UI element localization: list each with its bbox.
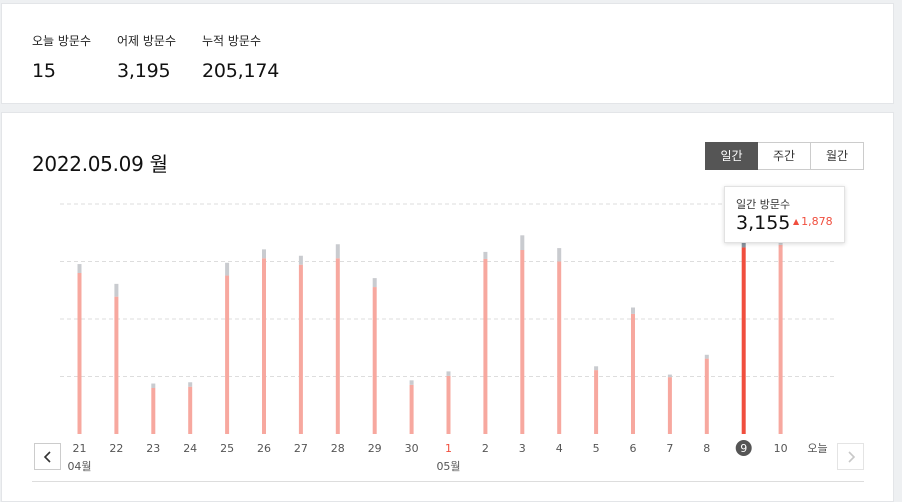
tick-label-28: 28: [331, 442, 345, 455]
bar-22: [114, 296, 119, 434]
tick-label-8: 8: [703, 442, 710, 455]
tick-label-3: 3: [519, 442, 526, 455]
tick-label-6: 6: [630, 442, 637, 455]
tick-label-27: 27: [294, 442, 308, 455]
tick-label-5: 5: [593, 442, 600, 455]
bar-cap-5: [594, 366, 599, 371]
tick-label-오늘: 오늘: [807, 442, 827, 455]
bar-5: [594, 370, 599, 434]
bar-cap-29: [372, 278, 377, 288]
tick-label-25: 25: [220, 442, 234, 455]
increase-arrow-icon: ▲: [793, 217, 800, 226]
bar-cap-21: [77, 264, 82, 273]
tab-monthly[interactable]: 월간: [811, 142, 864, 170]
today-visits: 오늘 방문수 15: [32, 32, 91, 82]
bar-24: [188, 386, 193, 434]
bar-30: [409, 384, 414, 434]
visit-chart-card: 2022.05.09 월 일간 주간 월간 21 22 23 24 25 26 27 28 29…: [1, 112, 894, 502]
total-visits-value: 205,174: [202, 60, 280, 82]
bar-8: [704, 358, 709, 434]
bar-cap-30: [409, 380, 414, 385]
bar-6: [631, 313, 635, 434]
tooltip-delta: ▲ 1,878: [793, 215, 833, 228]
tick-label-24: 24: [183, 442, 197, 455]
bar-2: [483, 258, 488, 434]
tick-label-21: 21: [73, 442, 87, 455]
bar-cap-26: [262, 249, 266, 259]
selected-date-title: 2022.05.09 월: [32, 152, 168, 176]
bar-cap-7: [667, 374, 672, 378]
yesterday-visits-value: 3,195: [117, 60, 171, 82]
today-visits-label: 오늘 방문수: [32, 34, 92, 48]
tick-label-2: 2: [482, 442, 489, 455]
tick-label-10: 10: [774, 442, 788, 455]
chevron-left-icon: [43, 450, 51, 463]
total-visits: 누적 방문수 205,174: [202, 32, 279, 82]
tick-label-22: 22: [109, 442, 123, 455]
total-visits-label: 누적 방문수: [202, 34, 262, 48]
bar-3: [520, 250, 525, 434]
tooltip-label: 일간 방문수: [736, 198, 791, 211]
bar-21: [77, 273, 82, 434]
chart-tooltip: 일간 방문수 3,155 ▲ 1,878: [724, 186, 845, 243]
tick-label-30: 30: [405, 442, 419, 455]
visit-summary-card: 오늘 방문수 15 어제 방문수 3,195 누적 방문수 205,174: [1, 3, 894, 104]
bar-cap-8: [704, 354, 709, 359]
chevron-right-icon: [847, 450, 855, 463]
bar-cap-24: [188, 382, 193, 387]
bar-cap-1: [446, 371, 451, 376]
bar-cap-2: [483, 251, 488, 259]
prev-button[interactable]: [34, 443, 61, 470]
period-tabs: 일간 주간 월간: [705, 142, 864, 170]
bar-4: [557, 261, 562, 434]
bar-cap-25: [225, 262, 230, 276]
tick-label-29: 29: [368, 442, 382, 455]
bar-25: [225, 275, 230, 434]
tick-label-26: 26: [257, 442, 271, 455]
bar-cap-4: [557, 248, 562, 262]
bar-7: [667, 377, 672, 434]
tick-label-4: 4: [556, 442, 563, 455]
yesterday-visits-label: 어제 방문수: [117, 34, 177, 48]
bar-cap-28: [335, 244, 340, 259]
tooltip-value: 3,155: [736, 212, 791, 234]
selected-day-marker: [735, 440, 752, 456]
bar-9: [741, 247, 746, 434]
next-button[interactable]: [837, 443, 864, 470]
bar-23: [151, 388, 156, 434]
tick-label-1: 1: [445, 442, 452, 455]
bar-26: [262, 258, 266, 434]
today-visits-value: 15: [32, 60, 56, 82]
yesterday-visits: 어제 방문수 3,195: [117, 32, 176, 82]
bar-cap-6: [631, 307, 635, 314]
bar-29: [372, 287, 377, 434]
chart-bottom-divider: [32, 481, 864, 482]
tick-label-7: 7: [666, 442, 673, 455]
bar-cap-3: [520, 235, 525, 250]
bar-cap-27: [298, 255, 303, 265]
bar-cap-23: [151, 383, 156, 388]
tab-daily[interactable]: 일간: [705, 142, 758, 170]
bar-cap-22: [114, 283, 119, 297]
bar-28: [335, 258, 340, 434]
tooltip-delta-value: 1,878: [801, 215, 833, 228]
tick-label-23: 23: [146, 442, 160, 455]
month-label: 05월: [436, 460, 460, 473]
tick-label-9: 9: [740, 442, 747, 455]
month-label: 04월: [67, 460, 91, 473]
bar-27: [298, 264, 303, 434]
tab-weekly[interactable]: 주간: [758, 142, 811, 170]
bar-10: [778, 244, 783, 434]
bar-1: [446, 375, 451, 434]
